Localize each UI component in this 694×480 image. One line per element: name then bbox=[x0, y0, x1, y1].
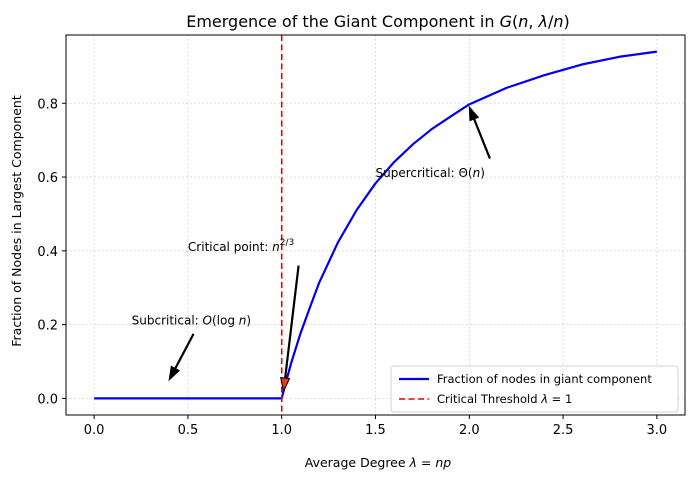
annotation-arrowhead bbox=[280, 376, 291, 393]
annotation-arrow bbox=[174, 333, 195, 369]
x-tick-label: 0.0 bbox=[84, 423, 105, 438]
annotation-arrow bbox=[284, 265, 300, 379]
y-tick-label: 0.2 bbox=[37, 319, 58, 334]
y-axis-label: Fraction of Nodes in Largest Component bbox=[9, 95, 24, 347]
legend-label-giant-component: Fraction of nodes in giant component bbox=[437, 372, 652, 386]
y-tick-label: 0.0 bbox=[37, 392, 58, 407]
y-axis-ticks: 0.0 0.2 0.4 0.6 0.8 bbox=[37, 97, 66, 407]
legend: Fraction of nodes in giant component Crit… bbox=[390, 365, 679, 413]
x-tick-label: 2.5 bbox=[553, 423, 574, 438]
x-tick-label: 0.5 bbox=[178, 423, 199, 438]
x-tick-label: 2.0 bbox=[459, 423, 480, 438]
x-axis-label: Average Degree λ = np bbox=[305, 455, 452, 470]
x-axis-ticks: 0.0 0.5 1.0 1.5 2.0 2.5 3.0 bbox=[84, 415, 667, 438]
y-tick-label: 0.4 bbox=[37, 245, 58, 260]
y-tick-label: 0.6 bbox=[37, 171, 58, 186]
annotation-arrowhead bbox=[168, 365, 181, 382]
legend-label-critical-threshold: Critical Threshold λ = 1 bbox=[437, 392, 572, 406]
plot-lines bbox=[94, 35, 658, 415]
annotation-arrowhead bbox=[468, 105, 480, 122]
legend-box bbox=[390, 365, 679, 413]
annotation-critical-point: Critical point: n2/3 bbox=[188, 238, 294, 254]
annotation-subcritical: Subcritical: O(log n) bbox=[132, 314, 251, 328]
annotation-arrow bbox=[473, 118, 491, 160]
x-tick-label: 3.0 bbox=[647, 423, 668, 438]
plot-frame bbox=[65, 34, 686, 416]
grid bbox=[66, 35, 685, 415]
chart-title: Emergence of the Giant Component in G(n,… bbox=[186, 12, 570, 31]
annotation-supercritical: Supercritical: Θ(n) bbox=[376, 166, 485, 180]
annotations: Subcritical: O(log n) Critical point: n2/… bbox=[132, 105, 491, 393]
y-tick-label: 0.8 bbox=[37, 97, 58, 112]
x-tick-label: 1.5 bbox=[365, 423, 386, 438]
series-line-giant-component bbox=[94, 50, 658, 400]
x-tick-label: 1.0 bbox=[271, 423, 292, 438]
